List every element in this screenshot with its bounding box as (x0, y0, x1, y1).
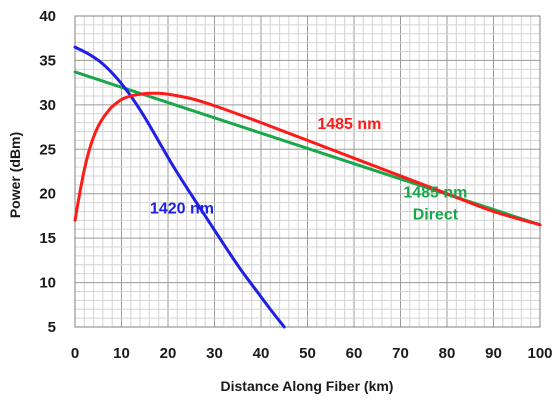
x-tick-label: 0 (71, 345, 79, 362)
y-tick-label: 30 (39, 97, 56, 114)
gridlines (74, 15, 541, 328)
x-tick-label: 10 (113, 345, 130, 362)
y-tick-label: 20 (39, 186, 56, 203)
series-line-1485-nm (73, 91, 542, 227)
y-tick-label: 5 (48, 319, 56, 336)
series-line-1420-nm (73, 45, 286, 329)
x-tick-label: 50 (299, 345, 316, 362)
x-tick-label: 40 (253, 345, 270, 362)
x-tick-label: 90 (485, 345, 502, 362)
plot-frame (74, 15, 541, 328)
y-tick-label: 35 (39, 52, 56, 69)
x-axis-title: Distance Along Fiber (km) (221, 378, 394, 394)
x-tick-label: 80 (439, 345, 456, 362)
y-tick-label: 10 (39, 275, 56, 292)
series-label-1485-nm-direct: Direct (413, 206, 459, 223)
x-tick-labels: 0 10 20 30 40 50 60 70 80 90 100 (71, 345, 553, 362)
y-tick-label: 15 (39, 230, 56, 247)
y-tick-labels: 5 10 15 20 25 30 35 40 (39, 8, 56, 336)
x-tick-label: 60 (346, 345, 363, 362)
y-axis-title: Power (dBm) (7, 132, 23, 218)
series-label-1420-nm: 1420 nm (150, 200, 214, 217)
x-tick-label: 30 (206, 345, 223, 362)
x-tick-label: 20 (160, 345, 177, 362)
series-label-1485-nm: 1485 nm (317, 116, 381, 133)
x-tick-label: 100 (527, 345, 552, 362)
y-tick-label: 40 (39, 8, 56, 25)
x-tick-label: 70 (392, 345, 409, 362)
series-labels: 1420 nm 1485 nm 1485 nm Direct (150, 116, 467, 223)
series-label-1485-nm-direct: 1485 nm (403, 184, 467, 201)
series-lines (73, 45, 542, 329)
y-tick-label: 25 (39, 141, 56, 158)
